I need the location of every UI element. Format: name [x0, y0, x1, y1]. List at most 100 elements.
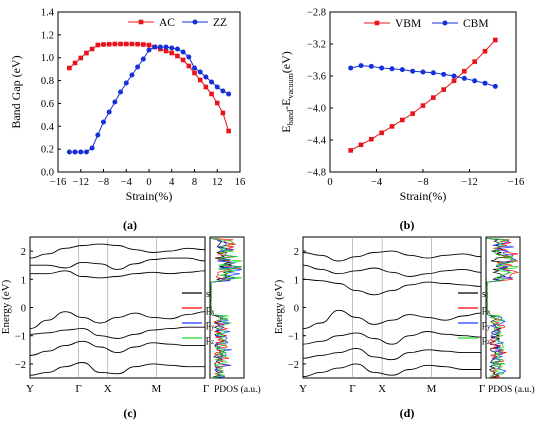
panel-b-point-vbm [451, 78, 457, 84]
panel-c-ylabel: Energy (eV) [0, 279, 12, 334]
panel-b-point-vbm [348, 148, 353, 153]
panel-b-ytick-label: −4.8 [307, 168, 326, 179]
panel-d-ytick-label: 1 [294, 275, 299, 286]
panel-d-kpoint-label: Γ [349, 383, 355, 395]
panel-b-point-vbm [420, 103, 426, 108]
panel-b-point-cbm [399, 67, 405, 73]
panel-c-ytick-label: 1 [21, 275, 26, 286]
panel-b-point-cbm [420, 69, 426, 75]
panel-a-point-zz [209, 79, 215, 85]
panel-b-point-vbm [441, 87, 446, 92]
panel-a-point-zz [220, 88, 226, 94]
panel-a-point-ac [203, 84, 209, 90]
panel-b-point-vbm [493, 37, 498, 43]
panel-b-ytick-label: −3.2 [307, 40, 326, 51]
panel-c-pdos-legend-sub: x [211, 308, 215, 316]
panel-c-pdos-legend-label: s [206, 289, 210, 300]
panel-c-ytick-label: 2 [21, 247, 26, 258]
panel-b-legend-marker [442, 20, 448, 26]
panel-a-point-zz [152, 44, 158, 50]
panel-d-pdos-frame [485, 236, 521, 379]
panel-a-label: (a) [123, 218, 137, 232]
panel-a-point-ac [78, 55, 84, 61]
panel-d-pdos-legend-label: pz [482, 334, 490, 346]
panel-d-pdos-legend-sub: y [487, 323, 491, 331]
panel-a-point-zz [101, 119, 106, 125]
panel-a-point-zz [169, 45, 175, 51]
panel-b-legend-label: VBM [395, 18, 421, 30]
panel-b-ytick-label: −2.8 [307, 8, 326, 19]
panel-a-point-zz [203, 74, 209, 80]
panel-a-point-ac [95, 42, 101, 48]
panel-b-ticks: 0 −4 −8 −12 −16 −4.8 −4.4 −4.0 −3.6 −3.2 −2.8 [307, 8, 524, 189]
panel-d-kpoint-label: Y [299, 383, 307, 395]
panel-c-kpoint-label: M [151, 383, 161, 395]
panel-b-point-cbm [389, 66, 395, 72]
panel-b-point-cbm [441, 71, 447, 77]
panel-a-point-ac [67, 65, 72, 71]
panel-a-xtick-label: −4 [121, 177, 133, 188]
panel-b-legend-label: CBM [463, 18, 489, 30]
panel-a-point-ac [163, 48, 169, 54]
panel-d-ytick-label: 2 [294, 247, 299, 258]
panel-a-xtick-label: 0 [146, 177, 151, 188]
panel-b-xtick-label: −4 [371, 177, 383, 188]
panel-d-ylabel: Energy (eV) [273, 279, 285, 334]
panel-a-ytick-label: 1.4 [41, 8, 55, 19]
panel-c-band-line [29, 362, 205, 376]
panel-c-band-line [29, 257, 206, 270]
panel-b-ylabel-main: E [279, 125, 293, 132]
panel-c-kpoint-label: Γ [203, 383, 209, 395]
panel-a-point-ac [180, 57, 186, 63]
panel-a-point-ac [129, 41, 135, 47]
panel-c-pdos-frame [209, 236, 245, 379]
panel-a-point-zz [157, 44, 163, 50]
panel-a-ticks: −16 −12 −8 −4 0 4 8 12 16 0.0 0.2 0.4 0.6 0.8 1.0 1.2 1.… [41, 8, 245, 189]
panel-b-point-vbm [389, 124, 395, 129]
panel-c-band-line [29, 311, 206, 330]
panel-b-xtick-label: 0 [327, 177, 332, 188]
panel-b-point-vbm [472, 59, 477, 64]
panel-a-xtick-label: −16 [50, 177, 66, 188]
panel-d-band-line [302, 331, 482, 345]
panel-a-xtick-label: 16 [235, 177, 246, 188]
panel-d-kpoint-label: M [427, 383, 437, 395]
panel-b-point-cbm [368, 63, 374, 69]
panel-b-point-cbm [472, 78, 478, 84]
panel-c-band-line [29, 326, 205, 339]
panel-b-xtick-label: −8 [417, 177, 428, 188]
panel-d-band-line [302, 250, 482, 262]
panel-a-ytick-label: 0.0 [41, 168, 54, 179]
panel-d-pdos-legend-label: py [482, 319, 491, 331]
panel-b-ylabel-mid: -E [279, 99, 293, 110]
panel-d-pdos-curve [486, 237, 520, 379]
panel-a-xtick-label: −8 [98, 177, 109, 188]
panel-c-pdos-curve [210, 236, 243, 379]
panel-c-band-line [29, 243, 206, 259]
panel-a-point-zz [140, 56, 146, 62]
panel-d-pdos-legend-sub: x [487, 308, 491, 316]
panel-b-ylabel-tail: (eV) [279, 51, 293, 73]
panel-d: Y Γ X M Γ −2 −1 0 1 2 s px py pz Energy (eV) PDOS (a.… [273, 236, 535, 420]
panel-a-ytick-label: 0.4 [41, 122, 55, 133]
panel-c-pdos-legend-sub: z [211, 338, 214, 346]
panel-c-pdos-legend-label: px [206, 304, 215, 316]
panel-a-point-ac [141, 42, 146, 47]
panel-d-content: Y Γ X M Γ −2 −1 0 1 2 s px py pz [288, 236, 520, 395]
panel-a-point-zz [135, 64, 141, 70]
panel-a-ytick-label: 0.6 [41, 99, 54, 110]
panel-a-point-ac [186, 63, 192, 69]
panel-a-point-zz [180, 49, 186, 55]
panel-b-point-cbm [379, 65, 385, 71]
panel-a-point-ac [101, 42, 106, 47]
panel-b-frame [329, 11, 517, 173]
panel-d-band-line [302, 264, 482, 277]
panel-b-ytick-label: −3.6 [307, 72, 326, 83]
panel-a-point-zz [83, 149, 89, 155]
panel-a-point-ac [192, 70, 197, 76]
panel-a-point-zz [78, 149, 84, 155]
panel-a-point-zz [192, 65, 197, 71]
panel-a-point-ac [209, 91, 214, 97]
panel-b-point-cbm [461, 75, 467, 81]
